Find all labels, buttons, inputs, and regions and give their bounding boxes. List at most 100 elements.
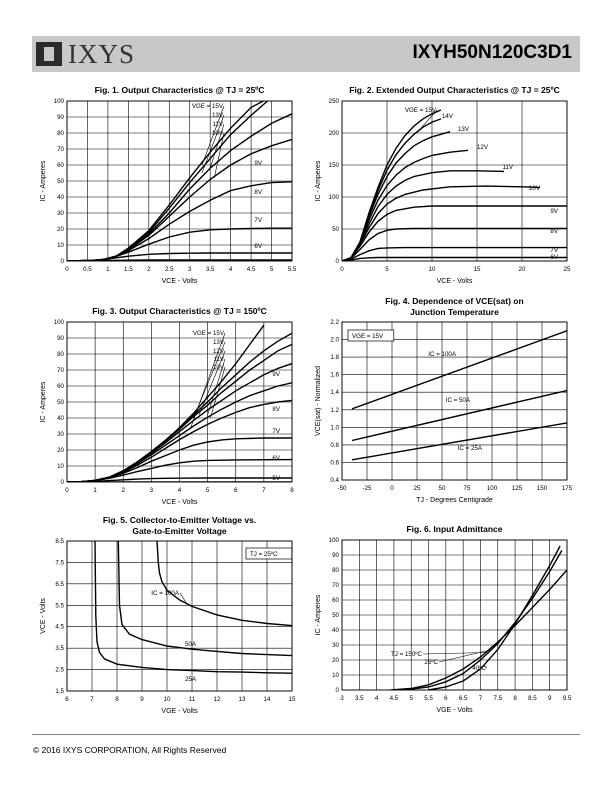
ixys-logo: IXYS: [36, 38, 135, 70]
series-line-7v: [67, 252, 292, 261]
y-tick-label: 60: [57, 162, 64, 169]
series-line-ic-100a: [351, 330, 567, 410]
y-tick-label: 30: [57, 210, 64, 217]
plot-frame: [66, 100, 293, 262]
x-tick-label: 3.5: [355, 695, 364, 702]
x-tick-label: 7: [90, 696, 94, 703]
x-tick-label: 0.5: [83, 266, 92, 273]
x-tick-label: 8: [290, 487, 294, 494]
x-tick-label: 4: [375, 695, 379, 702]
chart-subtitle: Junction Temperature: [410, 307, 499, 317]
x-tick-label: 75: [464, 485, 471, 492]
series-line-7v: [342, 246, 567, 261]
legend-text: VGE = 15V: [352, 333, 384, 340]
series-label-6v: 6V: [272, 455, 280, 462]
x-tick-label: 9.5: [563, 695, 572, 702]
chart-title: Fig. 5. Collector-to-Emitter Voltage vs.: [103, 515, 256, 525]
chart-subtitle: Gate-to-Emitter Voltage: [132, 526, 227, 536]
x-tick-label: 1: [93, 487, 97, 494]
y-tick-label: 60: [57, 383, 64, 390]
y-tick-label: 0.6: [330, 459, 339, 466]
series-leader-10v: [210, 366, 226, 419]
copyright-text: © 2016 IXYS CORPORATION, All Rights Rese…: [33, 745, 227, 755]
series-label-8v: 8V: [272, 406, 280, 413]
y-tick-label: 90: [57, 335, 64, 342]
fig3-svg: Fig. 3. Output Characteristics @ TJ = 15…: [40, 306, 294, 506]
x-tick-label: 175: [562, 485, 573, 492]
plot-frame: [341, 321, 568, 481]
series-line-13v: [342, 131, 451, 261]
x-tick-label: 4.5: [390, 695, 399, 702]
logo-text: IXYS: [68, 38, 136, 69]
x-tick-label: 15: [289, 696, 296, 703]
series-label-vge-15v: VGE = 15V: [193, 330, 225, 337]
series-label-9v: 9V: [272, 371, 280, 378]
y-tick-label: 0: [61, 479, 65, 486]
legend-text: TJ = 25ºC: [250, 551, 278, 558]
x-tick-label: 125: [512, 485, 523, 492]
y-tick-label: 80: [57, 351, 64, 358]
x-tick-label: 9: [140, 696, 144, 703]
y-tick-label: 50: [332, 226, 339, 233]
x-tick-label: 2.5: [165, 266, 174, 273]
x-tick-label: 25: [564, 266, 571, 273]
y-tick-label: 20: [57, 447, 64, 454]
x-tick-label: 4: [178, 487, 182, 494]
x-tick-label: 10: [164, 696, 171, 703]
y-tick-label: 10: [57, 463, 64, 470]
x-tick-label: 4.5: [247, 266, 256, 273]
series-line-25a: [94, 541, 292, 674]
x-tick-label: 7: [479, 695, 483, 702]
chart-title: Fig. 2. Extended Output Characteristics …: [349, 85, 560, 95]
part-number: IXYH50N120C3D1: [412, 42, 572, 63]
gridlines: [341, 100, 568, 262]
x-tick-label: 6: [234, 487, 238, 494]
series-label-12v: 12V: [213, 348, 225, 355]
series-label-ic-50a: IC = 50A: [446, 397, 471, 404]
x-tick-label: 6: [444, 695, 448, 702]
series-label-8v: 8V: [254, 189, 262, 196]
chart-title: Fig. 6. Input Admittance: [406, 524, 502, 534]
y-tick-label: 150: [329, 162, 340, 169]
y-tick-label: 70: [57, 146, 64, 153]
series-line-50a: [117, 541, 292, 657]
y-tick-label: 50: [332, 612, 339, 619]
x-tick-label: 25: [414, 485, 421, 492]
y-tick-label: 7.5: [55, 559, 64, 566]
x-tick-label: 14: [264, 696, 271, 703]
x-tick-label: 20: [519, 266, 526, 273]
chart-fig6: Fig. 6. Input Admittance 3 3.5 4 4.5 5 5.5 6 6.5…: [310, 520, 580, 732]
y-tick-label: 1.2: [330, 407, 339, 414]
y-tick-label: 40: [332, 627, 339, 634]
y-tick-label: 50: [57, 399, 64, 406]
series-label-13v: 13V: [458, 126, 470, 133]
series-label-6v: 6V: [254, 243, 262, 250]
footer-divider: [32, 734, 580, 735]
series-label-7v: 7V: [272, 428, 280, 435]
series-line-25-c: [404, 550, 563, 690]
y-tick-label: 60: [332, 597, 339, 604]
y-tick-label: 3.5: [55, 645, 64, 652]
chart-title: Fig. 4. Dependence of VCE(sat) on: [385, 296, 523, 306]
y-tick-label: 10: [332, 672, 339, 679]
series-leader-40-c: [483, 665, 488, 669]
y-tick-label: 8.5: [55, 538, 64, 545]
series-label-6v: 6V: [550, 254, 558, 261]
x-tick-label: 13: [239, 696, 246, 703]
x-axis-label: TJ - Degrees Centigrade: [416, 497, 493, 504]
y-tick-label: 0.4: [330, 477, 339, 484]
series-leader-13v: [193, 341, 226, 419]
y-tick-label: 30: [57, 431, 64, 438]
y-tick-label: 100: [54, 319, 65, 326]
series-leader-vge-15v: [201, 105, 225, 166]
y-tick-label: 1.0: [330, 424, 339, 431]
series-leader-10v: [213, 132, 225, 178]
y-tick-label: 250: [329, 98, 340, 105]
series-line-vge-15v: [67, 324, 265, 482]
chart-fig5: Fig. 5. Collector-to-Emitter Voltage vs.…: [36, 515, 306, 727]
chart-title: Fig. 1. Output Characteristics @ TJ = 25…: [95, 85, 265, 95]
series-label-50a: 50A: [185, 641, 197, 648]
x-tick-label: 9: [548, 695, 552, 702]
y-tick-label: 90: [332, 552, 339, 559]
gridlines: [66, 100, 293, 262]
